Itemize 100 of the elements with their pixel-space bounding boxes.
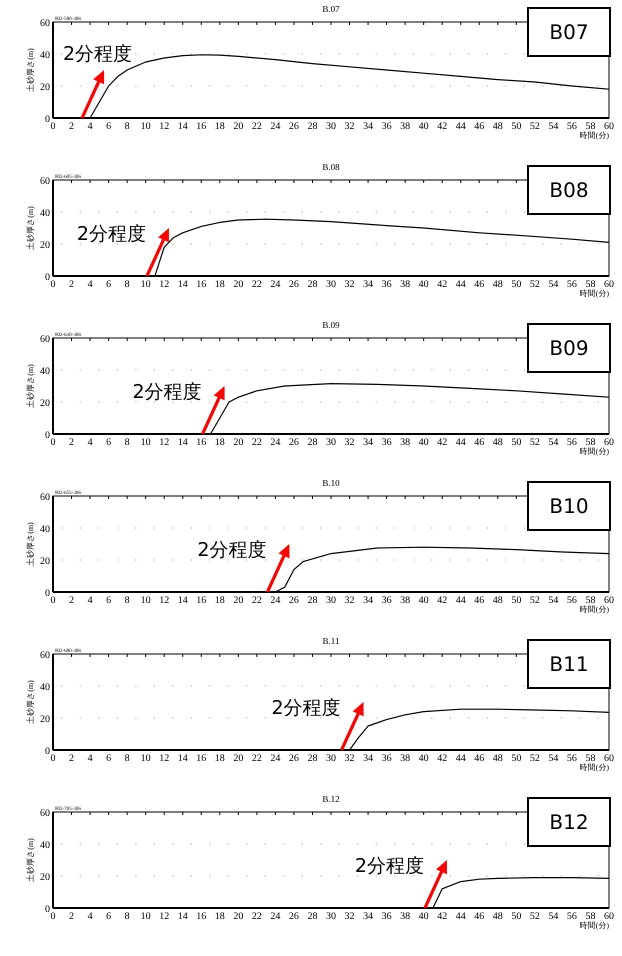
x-tick-label: 60 [604,753,614,764]
x-tick-label: 22 [252,121,262,132]
x-tick-label: 40 [418,911,429,922]
x-tick-label: 48 [492,911,503,922]
y-tick-label: 20 [40,240,50,251]
x-tick-label: 12 [159,121,170,132]
x-tick-label: 58 [585,753,596,764]
annotation: 2分程度 [272,697,341,719]
y-tick-label: 20 [40,398,50,409]
y-axis-title: 土砂厚さ(m) [26,48,35,92]
y-tick-label: 20 [40,556,50,567]
x-tick-label: 28 [307,279,318,290]
x-tick-label: 30 [326,279,336,290]
x-tick-label: 22 [252,279,262,290]
x-tick-label: 8 [124,121,130,132]
x-tick-label: 60 [604,911,614,922]
chart-title: B.10 [322,478,340,488]
x-tick-label: 20 [233,437,244,448]
x-tick-label: 54 [548,121,558,132]
x-tick-label: 6 [106,279,112,290]
x-tick-label: 28 [307,121,318,132]
x-tick-label: 4 [88,121,93,132]
x-tick-label: 32 [344,753,355,764]
x-tick-label: 10 [140,121,151,132]
x-tick-label: 40 [418,279,429,290]
x-tick-label: 30 [326,437,336,448]
x-tick-label: 38 [400,121,410,132]
x-tick-label: 28 [307,753,318,764]
x-tick-label: 30 [326,595,336,606]
y-tick-label: 60 [40,650,50,661]
chart-title: B.11 [322,636,340,646]
x-tick-label: 42 [437,595,448,606]
x-tick-label: 6 [106,911,112,922]
x-tick-label: 30 [326,753,336,764]
y-axis-title: 土砂厚さ(m) [26,680,35,724]
x-tick-label: 56 [566,437,577,448]
x-tick-label: 18 [214,595,225,606]
x-tick-label: 10 [140,595,151,606]
x-tick-label: 40 [418,753,429,764]
x-tick-label: 44 [456,911,466,922]
x-axis-title: 時間(分) [580,605,610,614]
x-tick-label: 48 [492,437,503,448]
x-tick-label: 4 [88,753,93,764]
x-tick-label: 46 [474,279,484,290]
x-tick-label: 16 [196,595,206,606]
x-axis-title: 時間(分) [580,289,610,298]
x-tick-label: 2 [69,279,74,290]
x-tick-label: 56 [566,911,577,922]
x-tick-label: 8 [124,911,130,922]
x-tick-label: 42 [437,911,448,922]
x-tick-label: 2 [69,121,74,132]
x-tick-label: 50 [511,911,522,922]
x-tick-label: 60 [604,279,614,290]
x-tick-label: 42 [437,279,448,290]
x-tick-label: 48 [492,121,503,132]
x-tick-label: 26 [288,595,299,606]
x-tick-label: 58 [585,595,596,606]
x-tick-label: 52 [530,595,540,606]
x-tick-label: 2 [69,753,74,764]
y-tick-label: 20 [40,872,50,883]
x-tick-label: 18 [214,279,225,290]
x-tick-label: 40 [418,437,429,448]
x-tick-label: 44 [456,753,466,764]
x-tick-label: 16 [196,279,206,290]
x-tick-label: 52 [530,121,540,132]
y-tick-label: 0 [45,272,50,283]
x-tick-label: 26 [288,437,299,448]
x-tick-label: 20 [233,121,244,132]
y-tick-label: 40 [40,50,50,61]
x-tick-label: 60 [604,595,614,606]
x-tick-label: 16 [196,437,206,448]
y-axis-title: 土砂厚さ(m) [26,206,35,250]
x-tick-label: 58 [585,437,596,448]
x-tick-label: 52 [530,753,540,764]
x-tick-label: 48 [492,595,503,606]
x-tick-label: 8 [124,437,130,448]
annotation: 2分程度 [63,43,132,65]
x-tick-label: 54 [548,437,558,448]
x-tick-label: 54 [548,753,558,764]
x-tick-label: 30 [326,121,336,132]
x-tick-label: 46 [474,121,484,132]
x-tick-label: 52 [530,279,540,290]
y-tick-label: 40 [40,208,50,219]
x-tick-label: 58 [585,911,596,922]
y-tick-label: 0 [45,430,50,441]
x-tick-label: 60 [604,437,614,448]
y-axis-title: 土砂厚さ(m) [26,522,35,566]
x-tick-label: 22 [252,595,262,606]
y-tick-label: 60 [40,492,50,503]
x-tick-label: 28 [307,437,318,448]
annotation: 2分程度 [76,223,146,245]
x-tick-label: 56 [566,121,577,132]
x-tick-label: 4 [88,437,93,448]
x-tick-label: 52 [530,911,540,922]
x-tick-label: 26 [288,121,299,132]
y-axis-title: 土砂厚さ(m) [26,364,35,408]
x-tick-label: 12 [159,279,170,290]
x-tick-label: 8 [124,279,130,290]
x-tick-label: 38 [400,279,410,290]
y-tick-label: 40 [40,524,50,535]
